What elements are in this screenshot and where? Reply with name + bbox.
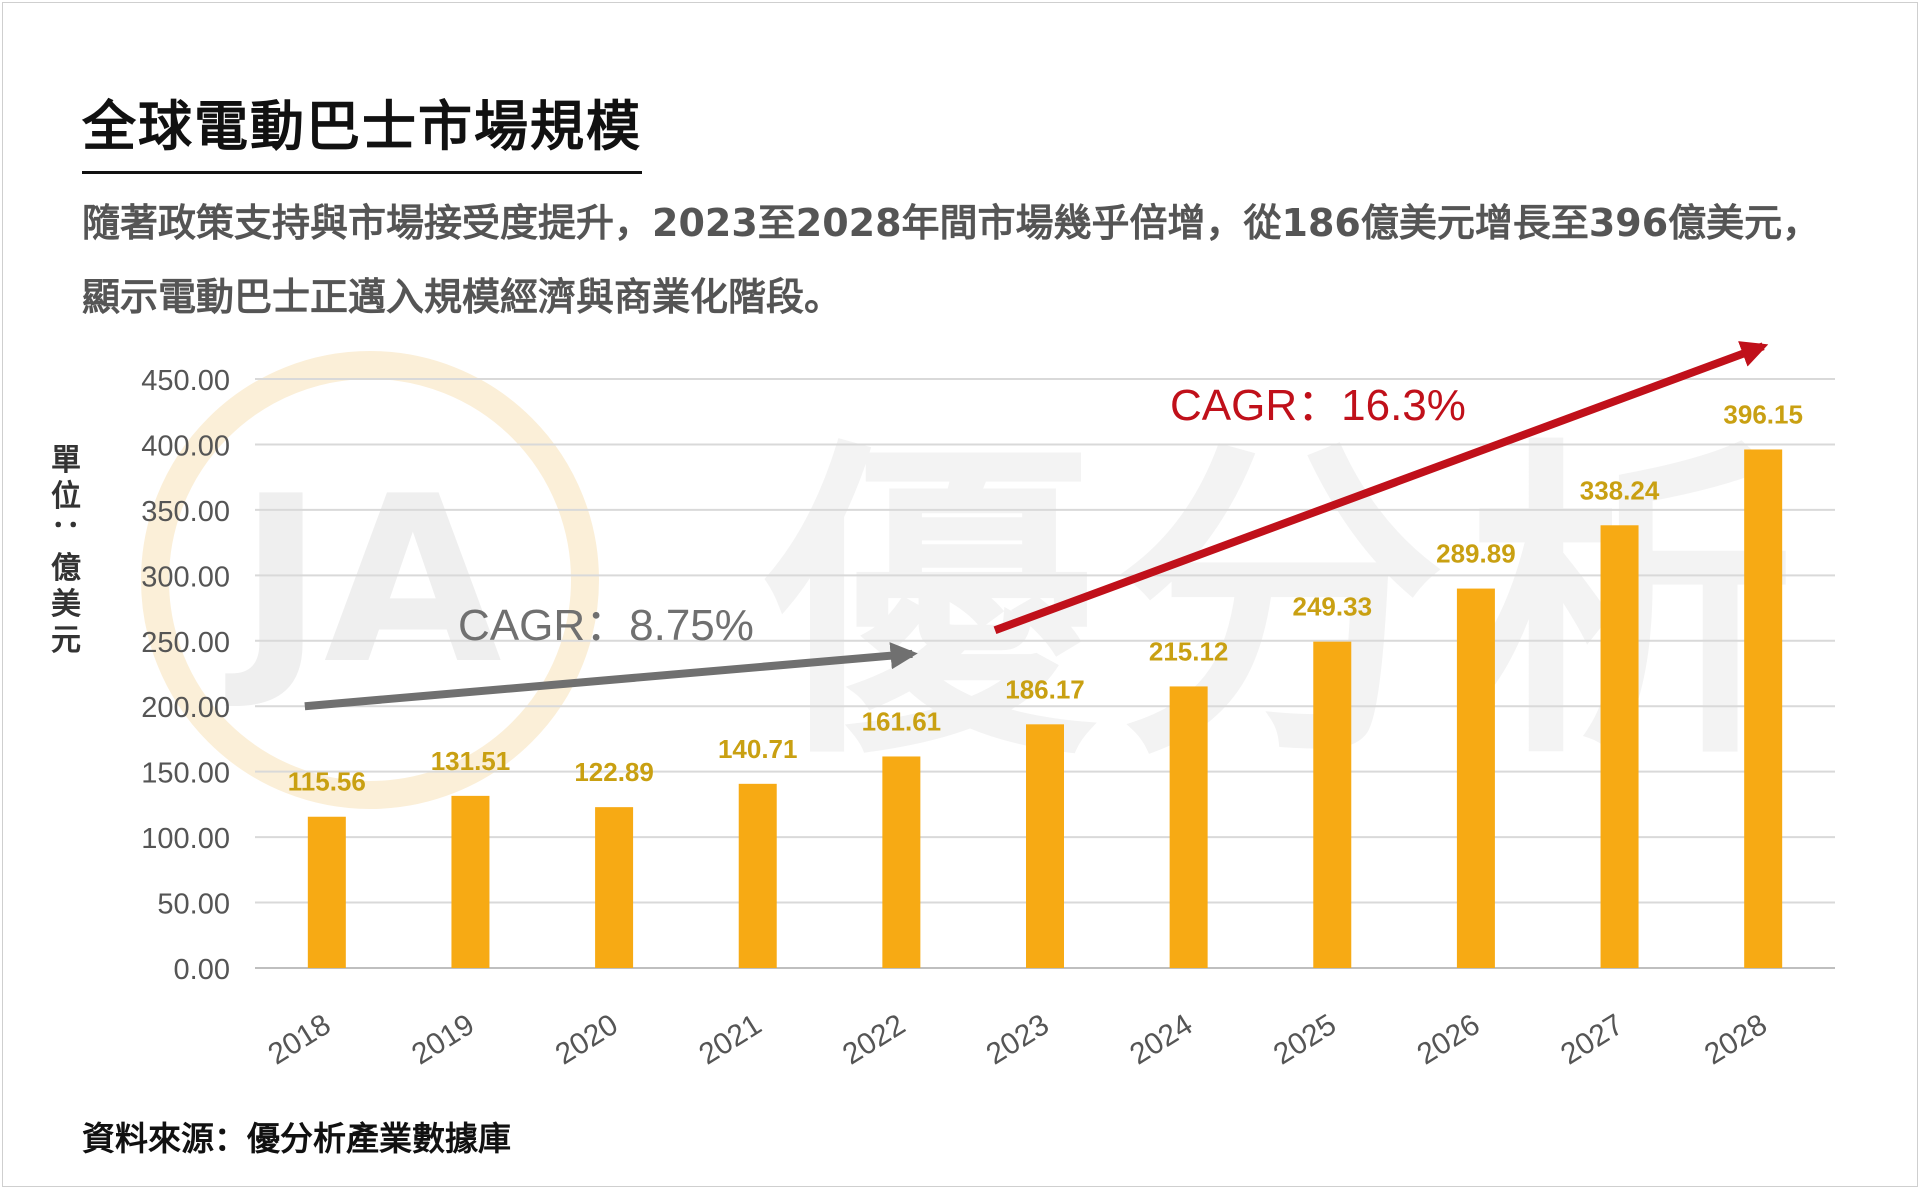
y-axis-label-char: 位 bbox=[51, 479, 81, 514]
x-tick-label: 2022 bbox=[837, 1008, 911, 1071]
data-label: 289.89 bbox=[1436, 539, 1516, 569]
data-label: 338.24 bbox=[1580, 475, 1660, 505]
x-tick-label: 2024 bbox=[1124, 1008, 1198, 1071]
watermark: JA 優分析 bbox=[141, 351, 1815, 809]
chart-subtitle: 隨著政策支持與市場接受度提升，2023至2028年間市場幾乎倍增，從186億美元… bbox=[82, 201, 1821, 319]
y-axis-ticks: 0.00 50.00 100.00 150.00 200.00 250.00 300.00 3… bbox=[141, 365, 230, 986]
y-axis-label-char: ： bbox=[48, 517, 83, 547]
x-tick-label: 2027 bbox=[1555, 1008, 1629, 1071]
data-label: 396.15 bbox=[1723, 399, 1803, 429]
x-tick-label: 2023 bbox=[981, 1008, 1055, 1071]
y-tick-label: 350.00 bbox=[141, 496, 230, 528]
source-note: 資料來源：優分析產業數據庫 bbox=[82, 1119, 511, 1158]
x-tick-label: 2021 bbox=[693, 1008, 767, 1071]
bar bbox=[882, 756, 921, 968]
bar bbox=[1456, 588, 1495, 968]
x-tick-label: 2025 bbox=[1268, 1008, 1342, 1071]
data-label: 161.61 bbox=[862, 706, 942, 736]
bar bbox=[1600, 525, 1639, 968]
watermark-text: 優分析 bbox=[760, 414, 1815, 798]
data-label: 249.33 bbox=[1293, 592, 1373, 622]
y-axis-label-char: 億 bbox=[51, 551, 81, 586]
y-tick-label: 100.00 bbox=[141, 823, 230, 855]
data-labels: 115.56 131.51 122.89 140.71 161.61 186.17 215.… bbox=[288, 399, 1803, 796]
cagr-label-2018-2022: CAGR：8.75% bbox=[458, 601, 754, 650]
data-label: 131.51 bbox=[431, 746, 511, 776]
cagr-annotations: CAGR：8.75% CAGR：16.3% bbox=[304, 341, 1769, 711]
y-axis-label-char: 美 bbox=[51, 587, 81, 622]
x-tick-label: 2020 bbox=[550, 1008, 624, 1071]
x-tick-label: 2026 bbox=[1412, 1008, 1486, 1071]
y-tick-label: 250.00 bbox=[141, 627, 230, 659]
data-label: 122.89 bbox=[574, 757, 654, 787]
watermark-logo-ring bbox=[141, 351, 599, 809]
y-axis-label: 單位： 億美元 bbox=[48, 443, 83, 658]
x-axis-ticks: 2018 2019 2020 2021 2022 2023 2024 2025 2026 2027… bbox=[262, 1008, 1772, 1071]
y-axis-label-char: 單 bbox=[51, 443, 81, 478]
y-axis-label-char: 元 bbox=[51, 623, 81, 658]
cagr-arrow-2023-2028 bbox=[993, 341, 1769, 635]
watermark-logo-text: JA bbox=[225, 448, 502, 715]
bar bbox=[1313, 641, 1352, 968]
y-tick-label: 450.00 bbox=[141, 365, 230, 397]
y-tick-label: 150.00 bbox=[141, 758, 230, 790]
y-tick-label: 0.00 bbox=[174, 954, 230, 986]
data-label: 215.12 bbox=[1149, 636, 1229, 666]
data-label: 186.17 bbox=[1005, 674, 1085, 704]
bar bbox=[307, 816, 346, 968]
bar bbox=[595, 807, 634, 968]
x-tick-label: 2018 bbox=[262, 1008, 336, 1071]
bar bbox=[451, 795, 490, 968]
cagr-arrow-2018-2022 bbox=[304, 642, 918, 711]
bar bbox=[738, 783, 777, 968]
data-label: 115.56 bbox=[288, 767, 366, 797]
x-tick-label: 2019 bbox=[406, 1008, 480, 1071]
cagr-label-2023-2028: CAGR：16.3% bbox=[1170, 381, 1466, 430]
bar bbox=[1026, 724, 1064, 968]
x-tick-label: 2028 bbox=[1699, 1008, 1773, 1071]
y-tick-label: 200.00 bbox=[141, 692, 230, 724]
data-label: 140.71 bbox=[718, 734, 798, 764]
y-tick-label: 300.00 bbox=[141, 561, 230, 593]
chart-title: 全球電動巴士市場規模 bbox=[82, 82, 642, 174]
bar bbox=[1744, 449, 1783, 969]
bars bbox=[307, 449, 1783, 969]
y-tick-label: 50.00 bbox=[157, 889, 230, 921]
y-tick-label: 400.00 bbox=[141, 430, 230, 462]
bar bbox=[1169, 686, 1208, 968]
